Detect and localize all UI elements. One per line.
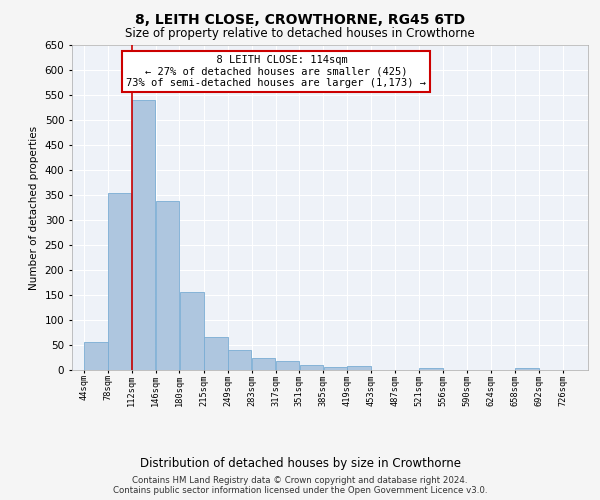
Bar [132,100,155,370]
Bar [276,361,299,370]
Bar [323,366,347,370]
Bar [228,350,251,370]
Bar [419,368,443,370]
Bar [515,368,539,370]
Bar [300,365,323,370]
Text: Distribution of detached houses by size in Crowthorne: Distribution of detached houses by size … [139,458,461,470]
Bar [204,336,227,370]
Text: Size of property relative to detached houses in Crowthorne: Size of property relative to detached ho… [125,28,475,40]
Bar [156,200,179,370]
Bar [108,193,131,370]
Y-axis label: Number of detached properties: Number of detached properties [29,126,39,290]
Bar [84,342,107,370]
Text: 8 LEITH CLOSE: 114sqm
← 27% of detached houses are smaller (425)
73% of semi-det: 8 LEITH CLOSE: 114sqm ← 27% of detached … [126,54,426,88]
Bar [347,366,371,370]
Bar [252,358,275,370]
Bar [179,292,204,370]
Text: Contains HM Land Registry data © Crown copyright and database right 2024.
Contai: Contains HM Land Registry data © Crown c… [113,476,487,495]
Text: 8, LEITH CLOSE, CROWTHORNE, RG45 6TD: 8, LEITH CLOSE, CROWTHORNE, RG45 6TD [135,12,465,26]
